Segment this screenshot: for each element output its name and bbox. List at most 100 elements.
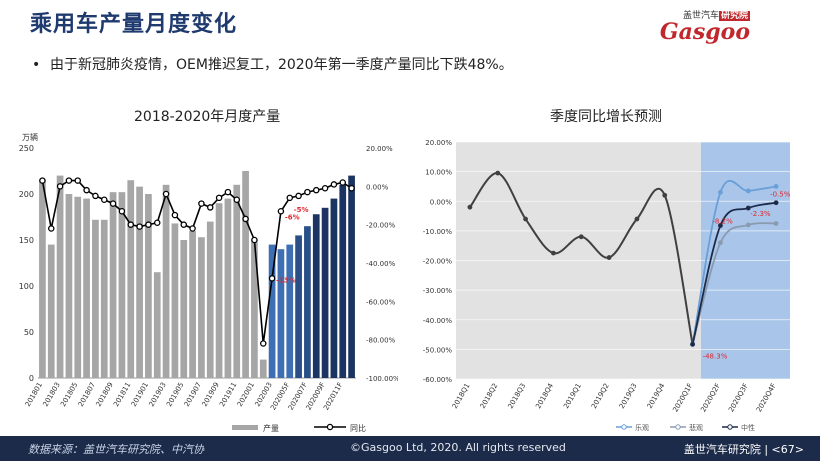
bar xyxy=(127,180,135,378)
y-tick-label: 20.00% xyxy=(425,139,452,147)
x-tick-label: 2018Q2 xyxy=(479,382,500,410)
forecast-point xyxy=(718,189,723,195)
historical-point xyxy=(495,170,501,176)
y-tick-label: 0 xyxy=(29,374,34,383)
copyright: ©Gasgoo Ltd, 2020. All rights reserved xyxy=(350,441,566,454)
bar xyxy=(304,226,311,378)
gasgoo-logo: 盖世汽车 研究院 Gasgoo xyxy=(660,8,750,43)
bar xyxy=(92,219,99,378)
forecast-point xyxy=(745,205,751,211)
bar xyxy=(233,184,241,378)
bar xyxy=(224,198,232,378)
x-tick-label: 2018Q4 xyxy=(534,382,555,411)
logo-top-text: 盖世汽车 xyxy=(682,11,719,21)
yoy-point xyxy=(48,225,55,232)
forecast-point xyxy=(773,184,779,189)
yoy-point xyxy=(242,215,249,223)
y-tick-label: -10.00% xyxy=(423,228,453,236)
forecast-point xyxy=(690,341,695,347)
yoy-point xyxy=(321,185,329,192)
legend-marker xyxy=(675,424,681,430)
yoy-point xyxy=(206,204,214,211)
y-tick-label: 0.00% xyxy=(430,198,453,206)
bar xyxy=(330,198,338,378)
quarterly-forecast-chart: 季度同比增长预测 20.00% 10.00% 0.00% -10.00% -20.00%… xyxy=(410,102,810,434)
historical-point xyxy=(606,255,612,260)
yoy-point xyxy=(233,196,240,204)
bar xyxy=(198,237,205,378)
bar xyxy=(277,249,285,378)
yoy-point xyxy=(198,200,205,207)
yoy-point xyxy=(109,200,117,207)
bar xyxy=(74,196,82,378)
historical-point xyxy=(523,216,528,222)
x-tick-label: 2019Q1 xyxy=(562,382,583,410)
x-tick-label: 2020Q4F xyxy=(755,382,778,414)
x-tick-label: 2019Q3 xyxy=(618,382,639,410)
y-tick-label: 150 xyxy=(19,236,34,245)
yoy-point xyxy=(83,186,90,194)
logo-word: Gasgoo xyxy=(659,19,750,45)
logo-badge: 研究院 xyxy=(718,11,750,21)
bar xyxy=(268,244,276,378)
forecast-annotation: -0.5% xyxy=(770,191,791,199)
bar xyxy=(286,244,294,378)
y-axis-title: 万辆 xyxy=(22,132,38,142)
bar xyxy=(136,186,143,378)
historical-point xyxy=(662,192,668,198)
summary-bullet: • 由于新冠肺炎疫情，OEM推迟复工，2020年第一季度产量同比下跌48%。 xyxy=(32,54,513,74)
bar xyxy=(348,175,355,378)
x-tick-label: 2020Q2F xyxy=(699,382,722,414)
y2-tick-label: 20.00% xyxy=(366,145,393,153)
y-tick-label: 200 xyxy=(19,190,34,199)
y-tick-label: 250 xyxy=(19,144,34,153)
yoy-point xyxy=(56,183,64,190)
legend-marker xyxy=(727,424,733,430)
yoy-point xyxy=(189,225,196,232)
bar xyxy=(83,198,90,378)
footer-brand: 盖世汽车研究院 | <67> xyxy=(683,443,804,456)
yoy-point xyxy=(224,188,232,196)
bar xyxy=(100,219,108,378)
yoy-point xyxy=(153,219,161,227)
x-tick-label: 2018Q1 xyxy=(451,382,472,410)
bar xyxy=(242,171,249,378)
yoy-point xyxy=(286,194,293,202)
footer-bar: 数据来源：盖世汽车研究院、中汽协 ©Gasgoo Ltd, 2020. All … xyxy=(0,436,820,461)
legend-label-line: 同比 xyxy=(350,423,366,433)
data-source: 数据来源：盖世汽车研究院、中汽协 xyxy=(28,443,204,456)
bar xyxy=(162,184,170,378)
forecast-annotation: -8.2% xyxy=(712,218,733,226)
y-tick-label: -60.00% xyxy=(423,376,453,384)
bar xyxy=(65,194,73,378)
y-tick-label: 100 xyxy=(19,282,34,291)
x-tick-label: 2019Q4 xyxy=(646,382,667,411)
y2-tick-label: -60.00% xyxy=(366,298,396,306)
bar xyxy=(189,230,196,378)
yoy-annotation: -5% xyxy=(294,206,309,214)
yoy-point xyxy=(118,208,126,215)
yoy-point xyxy=(180,221,187,228)
bar xyxy=(259,359,267,378)
forecast-annotation: -2.3% xyxy=(750,210,771,218)
bar xyxy=(251,240,258,378)
legend-swatch-marker xyxy=(326,423,334,431)
chart-title-right: 季度同比增长预测 xyxy=(550,109,662,125)
forecast-point xyxy=(745,222,751,228)
yoy-point xyxy=(39,177,46,184)
historical-point xyxy=(551,250,556,256)
bar xyxy=(47,244,55,378)
bar xyxy=(39,180,46,378)
forecast-point xyxy=(773,200,779,206)
yoy-point xyxy=(330,181,338,188)
yoy-point xyxy=(339,179,346,186)
bar xyxy=(321,207,329,378)
bar xyxy=(171,223,179,378)
summary-text: 由于新冠肺炎疫情，OEM推迟复工，2020年第一季度产量同比下跌48%。 xyxy=(50,57,513,73)
bar xyxy=(206,221,214,378)
y2-tick-label: -80.00% xyxy=(366,337,396,345)
bar xyxy=(215,203,223,378)
yoy-point xyxy=(65,177,73,184)
yoy-point xyxy=(145,221,152,228)
legend-label-bar: 产量 xyxy=(263,423,279,433)
